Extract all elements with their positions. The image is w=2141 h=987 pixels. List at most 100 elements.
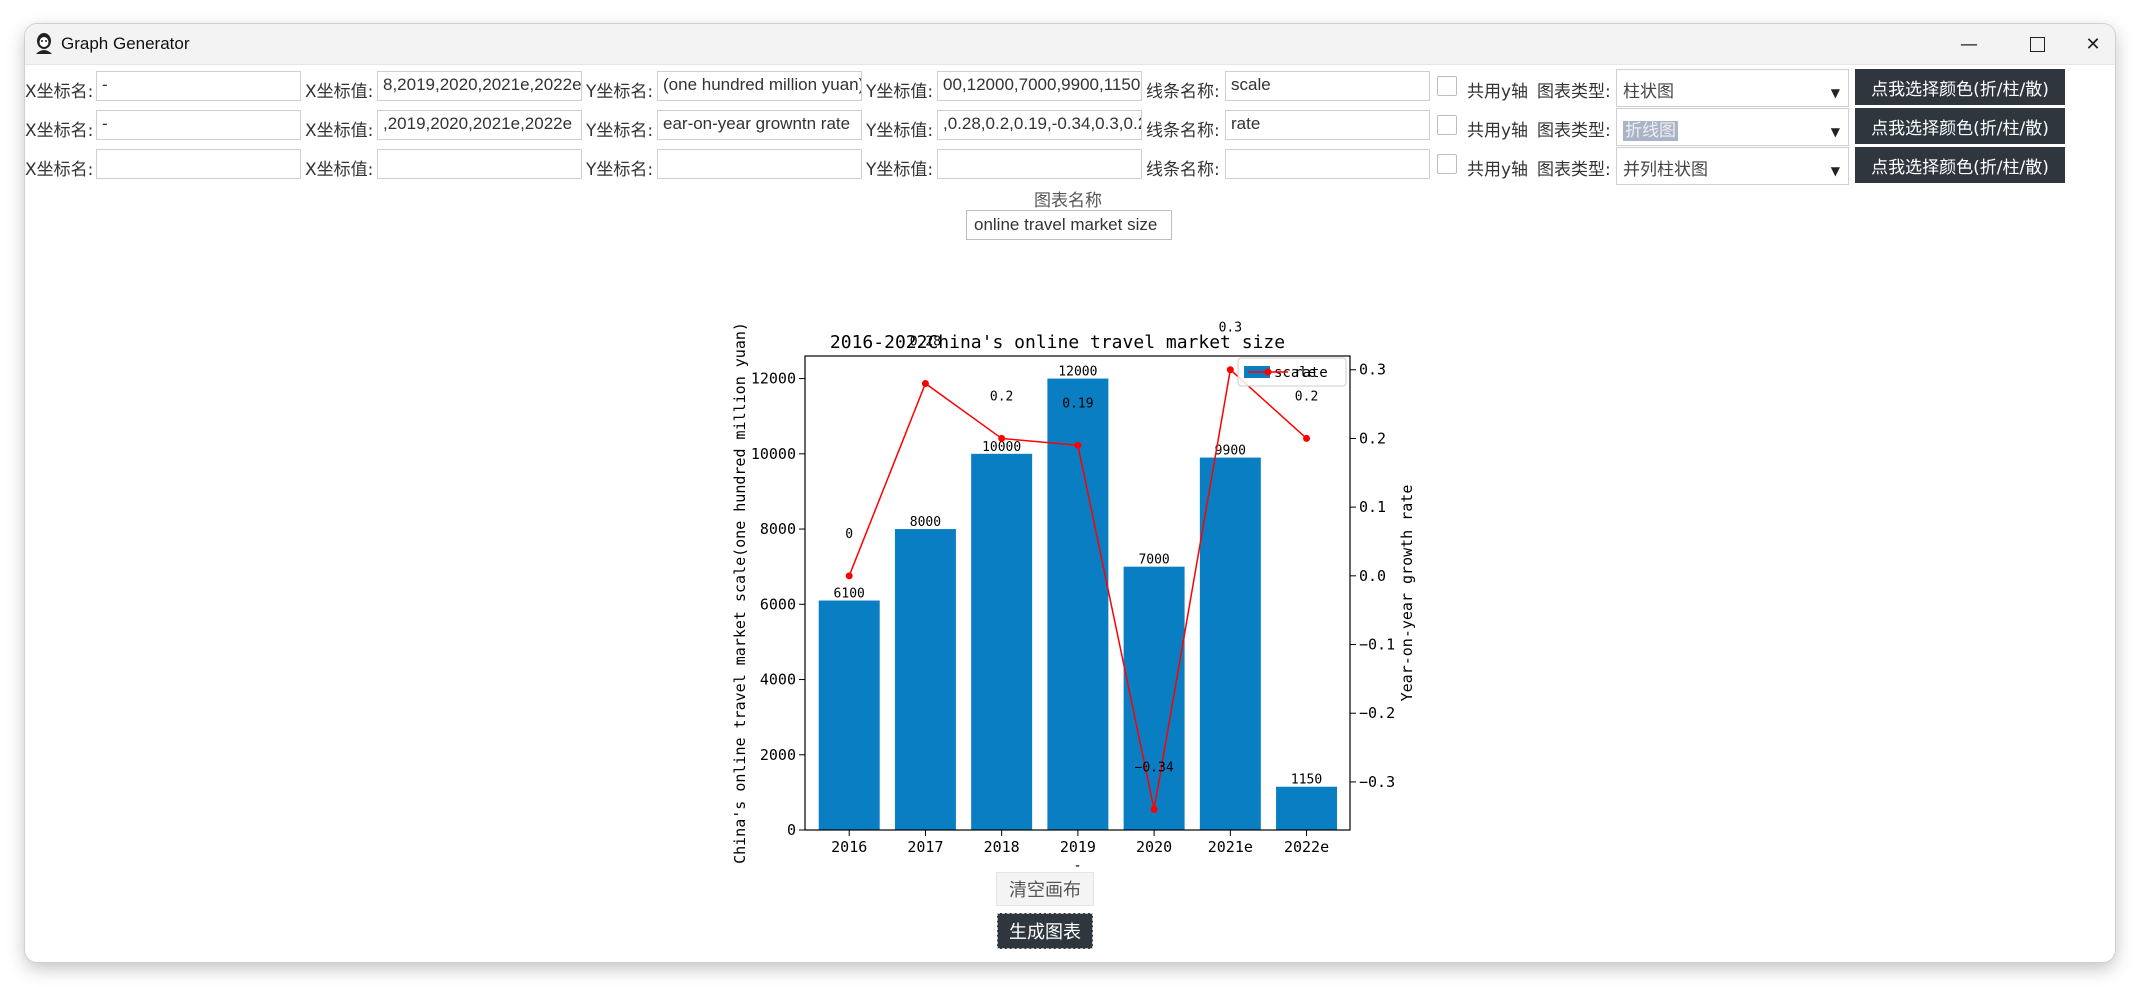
y-right-axis-label: Year-on-year growth rate xyxy=(1398,485,1416,702)
series-row-2: X坐标名: - X坐标值: ,2019,2020,2021e,2022e Y坐标… xyxy=(25,108,2115,146)
x-tick-label: 2019 xyxy=(1060,838,1096,856)
y-right-tick-label: −0.2 xyxy=(1359,704,1395,722)
y-name-label: Y坐标名: xyxy=(586,160,654,180)
share-y-checkbox[interactable] xyxy=(1437,115,1457,135)
x-tick-label: 2020 xyxy=(1136,838,1172,856)
chart-type-select[interactable]: 并列柱状图 ▼ xyxy=(1616,147,1849,185)
y-right-tick-label: 0.0 xyxy=(1359,567,1386,585)
rate-point xyxy=(1303,434,1311,442)
chart-canvas: 6100 8000 10000 12000 7000 9900 1150 0 2000 4000 6… xyxy=(731,321,1416,874)
maximize-button[interactable] xyxy=(2003,24,2071,64)
x-name-input[interactable]: - xyxy=(96,71,301,101)
bar-value-label: 6100 xyxy=(834,587,865,602)
bar-value-label: 8000 xyxy=(910,515,941,530)
legend-label-scale: scale xyxy=(1274,365,1316,381)
bar-value-label: 7000 xyxy=(1138,553,1169,568)
window-title: Graph Generator xyxy=(61,34,190,53)
app-window: Graph Generator — ✕ X坐标名: - X坐标值: 8,2019… xyxy=(25,24,2115,962)
y-name-input[interactable] xyxy=(657,149,862,179)
color-picker-button[interactable]: 点我选择颜色(折/柱/散) xyxy=(1855,108,2065,144)
dropdown-arrow-icon: ▼ xyxy=(1830,125,1840,139)
chart-type-select[interactable]: 柱状图 ▼ xyxy=(1616,69,1849,107)
color-picker-button[interactable]: 点我选择颜色(折/柱/散) xyxy=(1855,69,2065,105)
x-values-input[interactable] xyxy=(377,149,582,179)
share-y-label: 共用y轴 xyxy=(1467,82,1529,102)
rate-value-label: −0.34 xyxy=(1135,760,1174,775)
y-right-tick-label: 0.3 xyxy=(1359,361,1386,379)
chart-type-label: 图表类型: xyxy=(1537,82,1611,102)
y-values-input[interactable] xyxy=(937,149,1142,179)
share-y-checkbox[interactable] xyxy=(1437,76,1457,96)
legend-label-rate: rate xyxy=(1294,365,1328,381)
share-y-label: 共用y轴 xyxy=(1467,160,1529,180)
y-right-tick-label: −0.1 xyxy=(1359,636,1395,654)
rate-value-label: 0.2 xyxy=(990,389,1013,404)
y-right-tick-label: 0.2 xyxy=(1359,429,1386,447)
color-picker-button[interactable]: 点我选择颜色(折/柱/散) xyxy=(1855,147,2065,183)
x-values-input[interactable]: ,2019,2020,2021e,2022e xyxy=(377,110,582,140)
chart-type-select[interactable]: 折线图 ▼ xyxy=(1616,108,1849,146)
share-y-label: 共用y轴 xyxy=(1467,121,1529,141)
y-values-input[interactable]: ,0.28,0.2,0.19,-0.34,0.3,0.2 xyxy=(937,110,1142,140)
y-values-label: Y坐标值: xyxy=(866,121,934,141)
bar-value-label: 12000 xyxy=(1058,365,1097,380)
share-y-checkbox[interactable] xyxy=(1437,154,1457,174)
x-axis-label: - xyxy=(1073,858,1081,874)
y-name-label: Y坐标名: xyxy=(586,121,654,141)
y-left-tick-label: 0 xyxy=(787,821,796,839)
line-name-label: 线条名称: xyxy=(1146,82,1220,102)
x-name-label: X坐标名: xyxy=(25,160,94,180)
app-icon xyxy=(36,33,52,54)
bar-value-label: 9900 xyxy=(1215,444,1246,459)
close-button[interactable]: ✕ xyxy=(2071,24,2115,64)
rate-point xyxy=(998,434,1006,442)
close-icon: ✕ xyxy=(2085,33,2101,55)
series-row-1: X坐标名: - X坐标值: 8,2019,2020,2021e,2022e Y坐… xyxy=(25,69,2115,107)
line-name-input[interactable]: rate xyxy=(1225,110,1430,140)
minimize-button[interactable]: — xyxy=(1935,24,2003,64)
chart-title: 2016-2022China's online travel market si… xyxy=(830,332,1285,353)
minimize-icon: — xyxy=(1960,33,1978,55)
chart-name-input[interactable]: online travel market size xyxy=(966,210,1172,240)
rate-point xyxy=(845,572,853,580)
rate-point xyxy=(1150,805,1158,813)
rate-value-label: 0.28 xyxy=(910,334,941,349)
chart-type-value: 柱状图 xyxy=(1623,82,1674,102)
line-name-label: 线条名称: xyxy=(1146,160,1220,180)
y-left-axis-label: China's online travel market scale(one h… xyxy=(731,322,749,864)
x-tick-label: 2022e xyxy=(1284,838,1329,856)
x-tick-label: 2018 xyxy=(984,838,1020,856)
dropdown-arrow-icon: ▼ xyxy=(1830,86,1840,100)
rate-value-label: 0.2 xyxy=(1295,389,1318,404)
clear-canvas-button[interactable]: 清空画布 xyxy=(996,872,1094,906)
x-name-label: X坐标名: xyxy=(25,121,94,141)
y-left-tick-label: 12000 xyxy=(751,370,796,388)
rate-value-label: 0 xyxy=(845,527,853,542)
bar-value-label: 10000 xyxy=(982,440,1021,455)
x-name-input[interactable] xyxy=(96,149,301,179)
x-values-label: X坐标值: xyxy=(305,160,374,180)
x-values-label: X坐标值: xyxy=(305,82,374,102)
y-name-input[interactable]: (one hundred million yuan) xyxy=(657,71,862,101)
x-name-label: X坐标名: xyxy=(25,82,94,102)
chart-bar xyxy=(1123,566,1185,830)
x-values-input[interactable]: 8,2019,2020,2021e,2022e xyxy=(377,71,582,101)
rate-point xyxy=(1226,366,1234,374)
x-tick-label: 2017 xyxy=(907,838,943,856)
chart-bar xyxy=(1199,457,1261,830)
x-name-input[interactable]: - xyxy=(96,110,301,140)
y-values-input[interactable]: 00,12000,7000,9900,1150 xyxy=(937,71,1142,101)
generate-chart-button[interactable]: 生成图表 xyxy=(997,913,1093,949)
line-name-input[interactable] xyxy=(1225,149,1430,179)
chart-type-label: 图表类型: xyxy=(1537,121,1611,141)
y-left-tick-label: 2000 xyxy=(760,746,796,764)
chart-bar xyxy=(818,600,880,830)
y-left-tick-label: 8000 xyxy=(760,520,796,538)
y-name-input[interactable]: ear-on-year growntn rate xyxy=(657,110,862,140)
rate-point xyxy=(921,379,929,387)
line-name-input[interactable]: scale xyxy=(1225,71,1430,101)
chart-name-label: 图表名称 xyxy=(1034,191,1102,211)
dropdown-arrow-icon: ▼ xyxy=(1830,164,1840,178)
series-row-3: X坐标名: X坐标值: Y坐标名: Y坐标值: 线条名称: 共用y轴 图表类型:… xyxy=(25,147,2115,185)
rate-point xyxy=(1074,441,1082,449)
